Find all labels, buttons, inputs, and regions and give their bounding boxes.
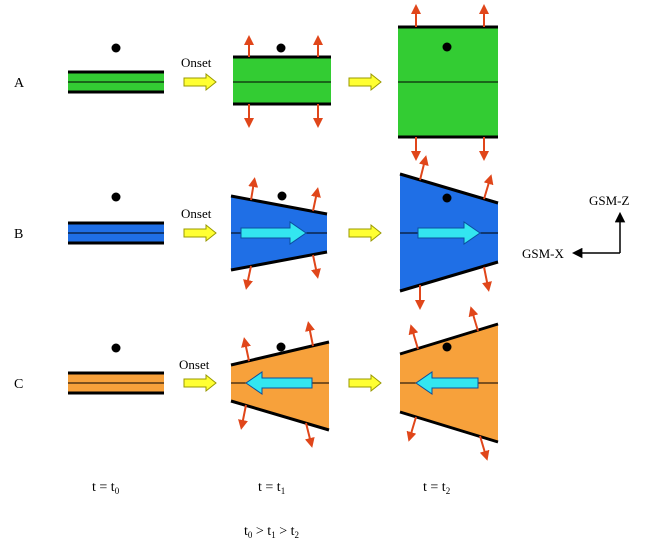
- row-c-t0-dot: [111, 343, 121, 353]
- row-c-t1-expand-up-right: [305, 321, 315, 347]
- row-b-t1-expand-down-right: [311, 254, 321, 279]
- row-c-stage-t2: [399, 306, 499, 461]
- time-label-t0: t = t0: [92, 480, 120, 496]
- row-a-transition-arrow-1: [183, 72, 217, 92]
- row-b-t2-expand-up-right: [483, 174, 494, 200]
- gsm-z-label: GSM-Z: [589, 193, 630, 208]
- row-b-t1-expand-up-left: [248, 177, 259, 201]
- row-b-stage-t1: [230, 177, 328, 290]
- gsm-axes: GSM-Z GSM-X: [522, 193, 630, 261]
- time-ordering-relation: t0 > t1 > t2: [244, 524, 299, 540]
- gsm-x-label: GSM-X: [522, 246, 565, 261]
- row-c-t2-expand-up-left: [408, 324, 419, 350]
- row-b-panel: [68, 155, 499, 310]
- onset-label-b: Onset: [181, 206, 212, 221]
- row-c-panel: [68, 306, 499, 461]
- time-label-t1: t = t1: [258, 480, 285, 496]
- row-c-t1-flow-arrow: [245, 371, 313, 395]
- row-c-t2-expand-down-left: [406, 416, 417, 442]
- row-b-t0-dot: [111, 192, 121, 202]
- row-b-t1-flow-arrow: [240, 221, 307, 245]
- row-c-transition-arrow-1: [183, 373, 217, 393]
- row-c-t1-expand-up-left: [241, 337, 251, 362]
- onset-label-a: Onset: [181, 55, 212, 70]
- time-label-t2: t = t2: [423, 480, 450, 496]
- row-b-t1-expand-down-left: [243, 265, 253, 290]
- row-c-t1-dot: [276, 342, 286, 352]
- row-c-t2-dot: [442, 342, 452, 352]
- row-b-t2-expand-up-left: [418, 155, 429, 181]
- row-a-stage-t1: [233, 35, 331, 128]
- row-c-stage-t1: [230, 321, 330, 448]
- row-b-stage-t2: [399, 155, 499, 310]
- row-b-transition-arrow-2: [348, 223, 382, 243]
- row-c-t1-expand-down-left: [238, 404, 248, 430]
- row-a-panel: [68, 4, 498, 161]
- row-b-stage-t0: [68, 192, 164, 245]
- row-b-t1-dot: [277, 191, 287, 201]
- row-b-t2-expand-down-right: [482, 266, 492, 292]
- row-c-t1-expand-down-right: [304, 422, 315, 448]
- row-a-t1-dot: [276, 43, 286, 53]
- row-a-stage-t0: [68, 43, 164, 94]
- row-c-t2-expand-down-right: [479, 435, 490, 461]
- row-label-b: B: [14, 227, 23, 242]
- row-c-transition-arrow-2: [348, 373, 382, 393]
- row-label-c: C: [14, 377, 23, 392]
- row-b-transition-arrow-1: [183, 223, 217, 243]
- row-b-t1-expand-up-right: [311, 187, 321, 212]
- row-b-t2-dot: [442, 193, 452, 203]
- row-b-t2-flow-arrow: [417, 221, 481, 245]
- row-label-a: A: [14, 76, 25, 91]
- row-a-t1-sheet: [233, 57, 331, 104]
- row-a-stage-t2: [398, 4, 498, 161]
- row-a-t0-dot: [111, 43, 121, 53]
- row-c-t2-flow-arrow: [415, 371, 479, 395]
- onset-label-c: Onset: [179, 357, 210, 372]
- row-a-transition-arrow-2: [348, 72, 382, 92]
- row-c-stage-t0: [68, 343, 164, 395]
- row-c-t2-expand-up-right: [468, 306, 479, 332]
- row-a-t2-dot: [442, 42, 452, 52]
